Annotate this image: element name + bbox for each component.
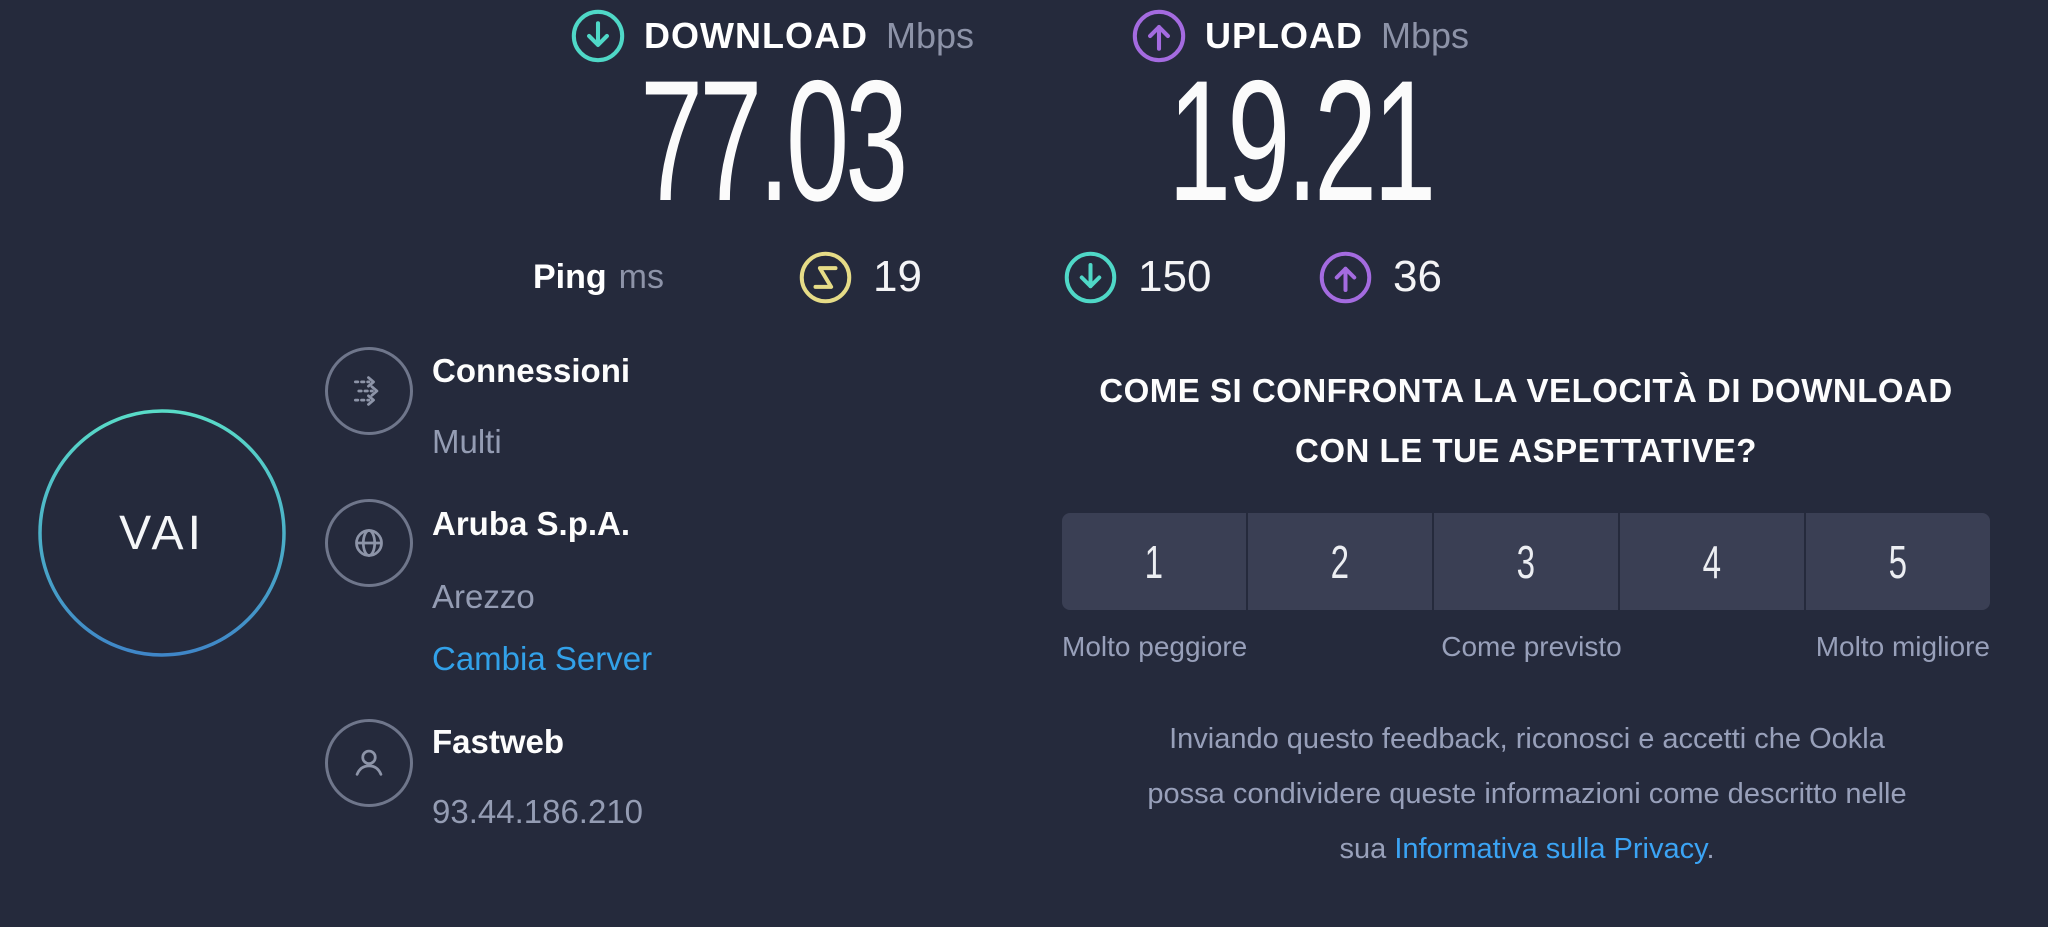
ping-idle-group: 19 (798, 248, 922, 306)
server-globe-icon (325, 499, 413, 587)
feedback-question-line1: COME SI CONFRONTA LA VELOCITÀ DI DOWNLOA… (1099, 372, 1953, 409)
scale-label-worse: Molto peggiore (1062, 631, 1248, 662)
ping-download-group: 150 (1063, 248, 1211, 306)
feedback-disclaimer: Inviando questo feedback, riconosci e ac… (1142, 712, 1912, 877)
rating-button-1-label: 1 (1144, 535, 1164, 588)
upload-unit: Mbps (1380, 15, 1470, 56)
ping-row: Ping ms (533, 248, 664, 306)
isp-ip: 93.44.186.210 (432, 793, 644, 830)
upload-circle-icon (1131, 8, 1187, 64)
upload-result: UPLOAD Mbps 19.21 (990, 6, 1610, 227)
server-city: Arezzo (432, 578, 535, 615)
ping-upload-value: 36 (1393, 252, 1442, 301)
rating-button-4[interactable]: 4 (1620, 513, 1804, 610)
rating-scale-labels: Molto peggiore Come previsto Molto migli… (1062, 631, 1990, 663)
idle-latency-icon (798, 250, 853, 305)
download-unit: Mbps (885, 15, 974, 56)
connections-icon (325, 347, 413, 435)
rating-button-2[interactable]: 2 (1248, 513, 1432, 610)
rating-button-5-label: 5 (1888, 535, 1908, 588)
ping-upload-group: 36 (1318, 248, 1442, 306)
rating-bar: 1 2 3 4 5 (1062, 513, 1990, 610)
disclaimer-text-before: Inviando questo feedback, riconosci e ac… (1147, 723, 1907, 865)
ping-download-value: 150 (1138, 252, 1212, 301)
download-label: DOWNLOAD (644, 15, 868, 56)
rating-button-3[interactable]: 3 (1434, 513, 1618, 610)
upload-latency-icon (1318, 250, 1373, 305)
rating-button-2-label: 2 (1330, 535, 1350, 588)
download-result: DOWNLOAD Mbps 77.03 (462, 6, 1082, 227)
rating-button-4-label: 4 (1702, 535, 1722, 588)
connections-label: Connessioni (432, 352, 631, 389)
server-name: Aruba S.p.A. (432, 505, 631, 542)
change-server-link[interactable]: Cambia Server (432, 640, 653, 677)
isp-name: Fastweb (432, 723, 565, 760)
rating-button-1[interactable]: 1 (1062, 513, 1246, 610)
rating-button-3-label: 3 (1516, 535, 1536, 588)
scale-label-expected: Come previsto (1441, 631, 1622, 662)
go-button-ring (38, 409, 286, 657)
connections-value: Multi (432, 423, 502, 460)
isp-user-icon (325, 719, 413, 807)
download-latency-icon (1063, 250, 1118, 305)
download-circle-icon (570, 8, 626, 64)
ping-idle-value: 19 (873, 252, 922, 301)
ping-label: Ping (533, 257, 607, 296)
scale-label-better: Molto migliore (1815, 631, 1990, 662)
upload-label: UPLOAD (1204, 15, 1363, 56)
ping-unit: ms (618, 257, 664, 296)
disclaimer-text-after: . (1706, 833, 1715, 865)
go-button-label[interactable]: VAI (119, 506, 205, 560)
rating-button-5[interactable]: 5 (1806, 513, 1990, 610)
go-button[interactable]: VAI (36, 407, 288, 659)
privacy-policy-link[interactable]: Informativa sulla Privacy (1394, 833, 1707, 865)
download-value: 77.03 (639, 45, 908, 237)
upload-value: 19.21 (1167, 45, 1436, 237)
feedback-question-line2: CON LE TUE ASPETTATIVE? (1295, 432, 1757, 469)
